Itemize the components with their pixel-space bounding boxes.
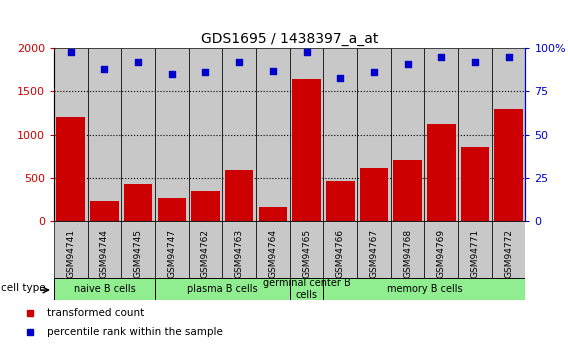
Point bbox=[235, 59, 244, 65]
Bar bbox=[222, 221, 256, 278]
Bar bbox=[90, 201, 119, 221]
Bar bbox=[189, 48, 222, 221]
Bar bbox=[54, 278, 155, 300]
Text: GSM94745: GSM94745 bbox=[133, 229, 143, 278]
Bar bbox=[391, 221, 424, 278]
Bar bbox=[124, 184, 152, 221]
Bar bbox=[458, 48, 492, 221]
Point bbox=[66, 49, 76, 55]
Bar bbox=[357, 221, 391, 278]
Text: GSM94741: GSM94741 bbox=[66, 229, 76, 278]
Point bbox=[369, 70, 378, 75]
Bar bbox=[258, 207, 287, 221]
Bar bbox=[189, 221, 222, 278]
Bar bbox=[424, 48, 458, 221]
Bar bbox=[492, 48, 525, 221]
Bar bbox=[54, 48, 87, 221]
Bar bbox=[458, 221, 492, 278]
Bar bbox=[256, 221, 290, 278]
Bar bbox=[357, 48, 391, 221]
Point bbox=[201, 70, 210, 75]
Text: GSM94769: GSM94769 bbox=[437, 229, 446, 278]
Text: plasma B cells: plasma B cells bbox=[187, 284, 258, 294]
Bar bbox=[122, 48, 155, 221]
Bar bbox=[225, 170, 253, 221]
Bar bbox=[323, 48, 357, 221]
Bar bbox=[256, 48, 290, 221]
Point bbox=[470, 59, 479, 65]
Bar bbox=[290, 221, 323, 278]
Bar bbox=[424, 221, 458, 278]
Text: cell type: cell type bbox=[1, 283, 45, 293]
Text: memory B cells: memory B cells bbox=[387, 284, 462, 294]
Text: GSM94764: GSM94764 bbox=[268, 229, 277, 278]
Bar bbox=[494, 109, 523, 221]
Bar bbox=[222, 48, 256, 221]
Point bbox=[336, 75, 345, 80]
Bar bbox=[191, 191, 220, 221]
Bar bbox=[391, 48, 424, 221]
Bar bbox=[326, 181, 354, 221]
Text: GSM94767: GSM94767 bbox=[369, 229, 378, 278]
Text: GSM94766: GSM94766 bbox=[336, 229, 345, 278]
Text: GSM94763: GSM94763 bbox=[235, 229, 244, 278]
Title: GDS1695 / 1438397_a_at: GDS1695 / 1438397_a_at bbox=[201, 32, 378, 46]
Bar bbox=[290, 278, 323, 300]
Bar bbox=[323, 278, 525, 300]
Bar bbox=[155, 278, 290, 300]
Bar bbox=[360, 168, 388, 221]
Point bbox=[167, 71, 176, 77]
Bar bbox=[427, 124, 456, 221]
Bar bbox=[87, 221, 122, 278]
Bar bbox=[290, 48, 323, 221]
Point bbox=[133, 59, 143, 65]
Point bbox=[403, 61, 412, 67]
Bar bbox=[56, 117, 85, 221]
Text: GSM94747: GSM94747 bbox=[168, 229, 176, 278]
Text: percentile rank within the sample: percentile rank within the sample bbox=[47, 327, 223, 337]
Bar bbox=[393, 159, 422, 221]
Point bbox=[268, 68, 277, 73]
Point bbox=[100, 66, 109, 72]
Bar bbox=[54, 221, 87, 278]
Bar bbox=[323, 221, 357, 278]
Bar bbox=[157, 197, 186, 221]
Bar bbox=[155, 48, 189, 221]
Text: germinal center B
cells: germinal center B cells bbox=[262, 278, 350, 300]
Text: GSM94744: GSM94744 bbox=[100, 229, 109, 278]
Point bbox=[302, 49, 311, 55]
Bar bbox=[122, 221, 155, 278]
Bar bbox=[492, 221, 525, 278]
Point bbox=[437, 54, 446, 60]
Text: GSM94762: GSM94762 bbox=[201, 229, 210, 278]
Bar bbox=[461, 147, 489, 221]
Text: GSM94772: GSM94772 bbox=[504, 229, 513, 278]
Bar bbox=[292, 79, 321, 221]
Text: GSM94765: GSM94765 bbox=[302, 229, 311, 278]
Point bbox=[504, 54, 513, 60]
Text: GSM94768: GSM94768 bbox=[403, 229, 412, 278]
Text: naive B cells: naive B cells bbox=[74, 284, 135, 294]
Bar bbox=[155, 221, 189, 278]
Text: transformed count: transformed count bbox=[47, 308, 144, 318]
Text: GSM94771: GSM94771 bbox=[470, 229, 479, 278]
Bar bbox=[87, 48, 122, 221]
